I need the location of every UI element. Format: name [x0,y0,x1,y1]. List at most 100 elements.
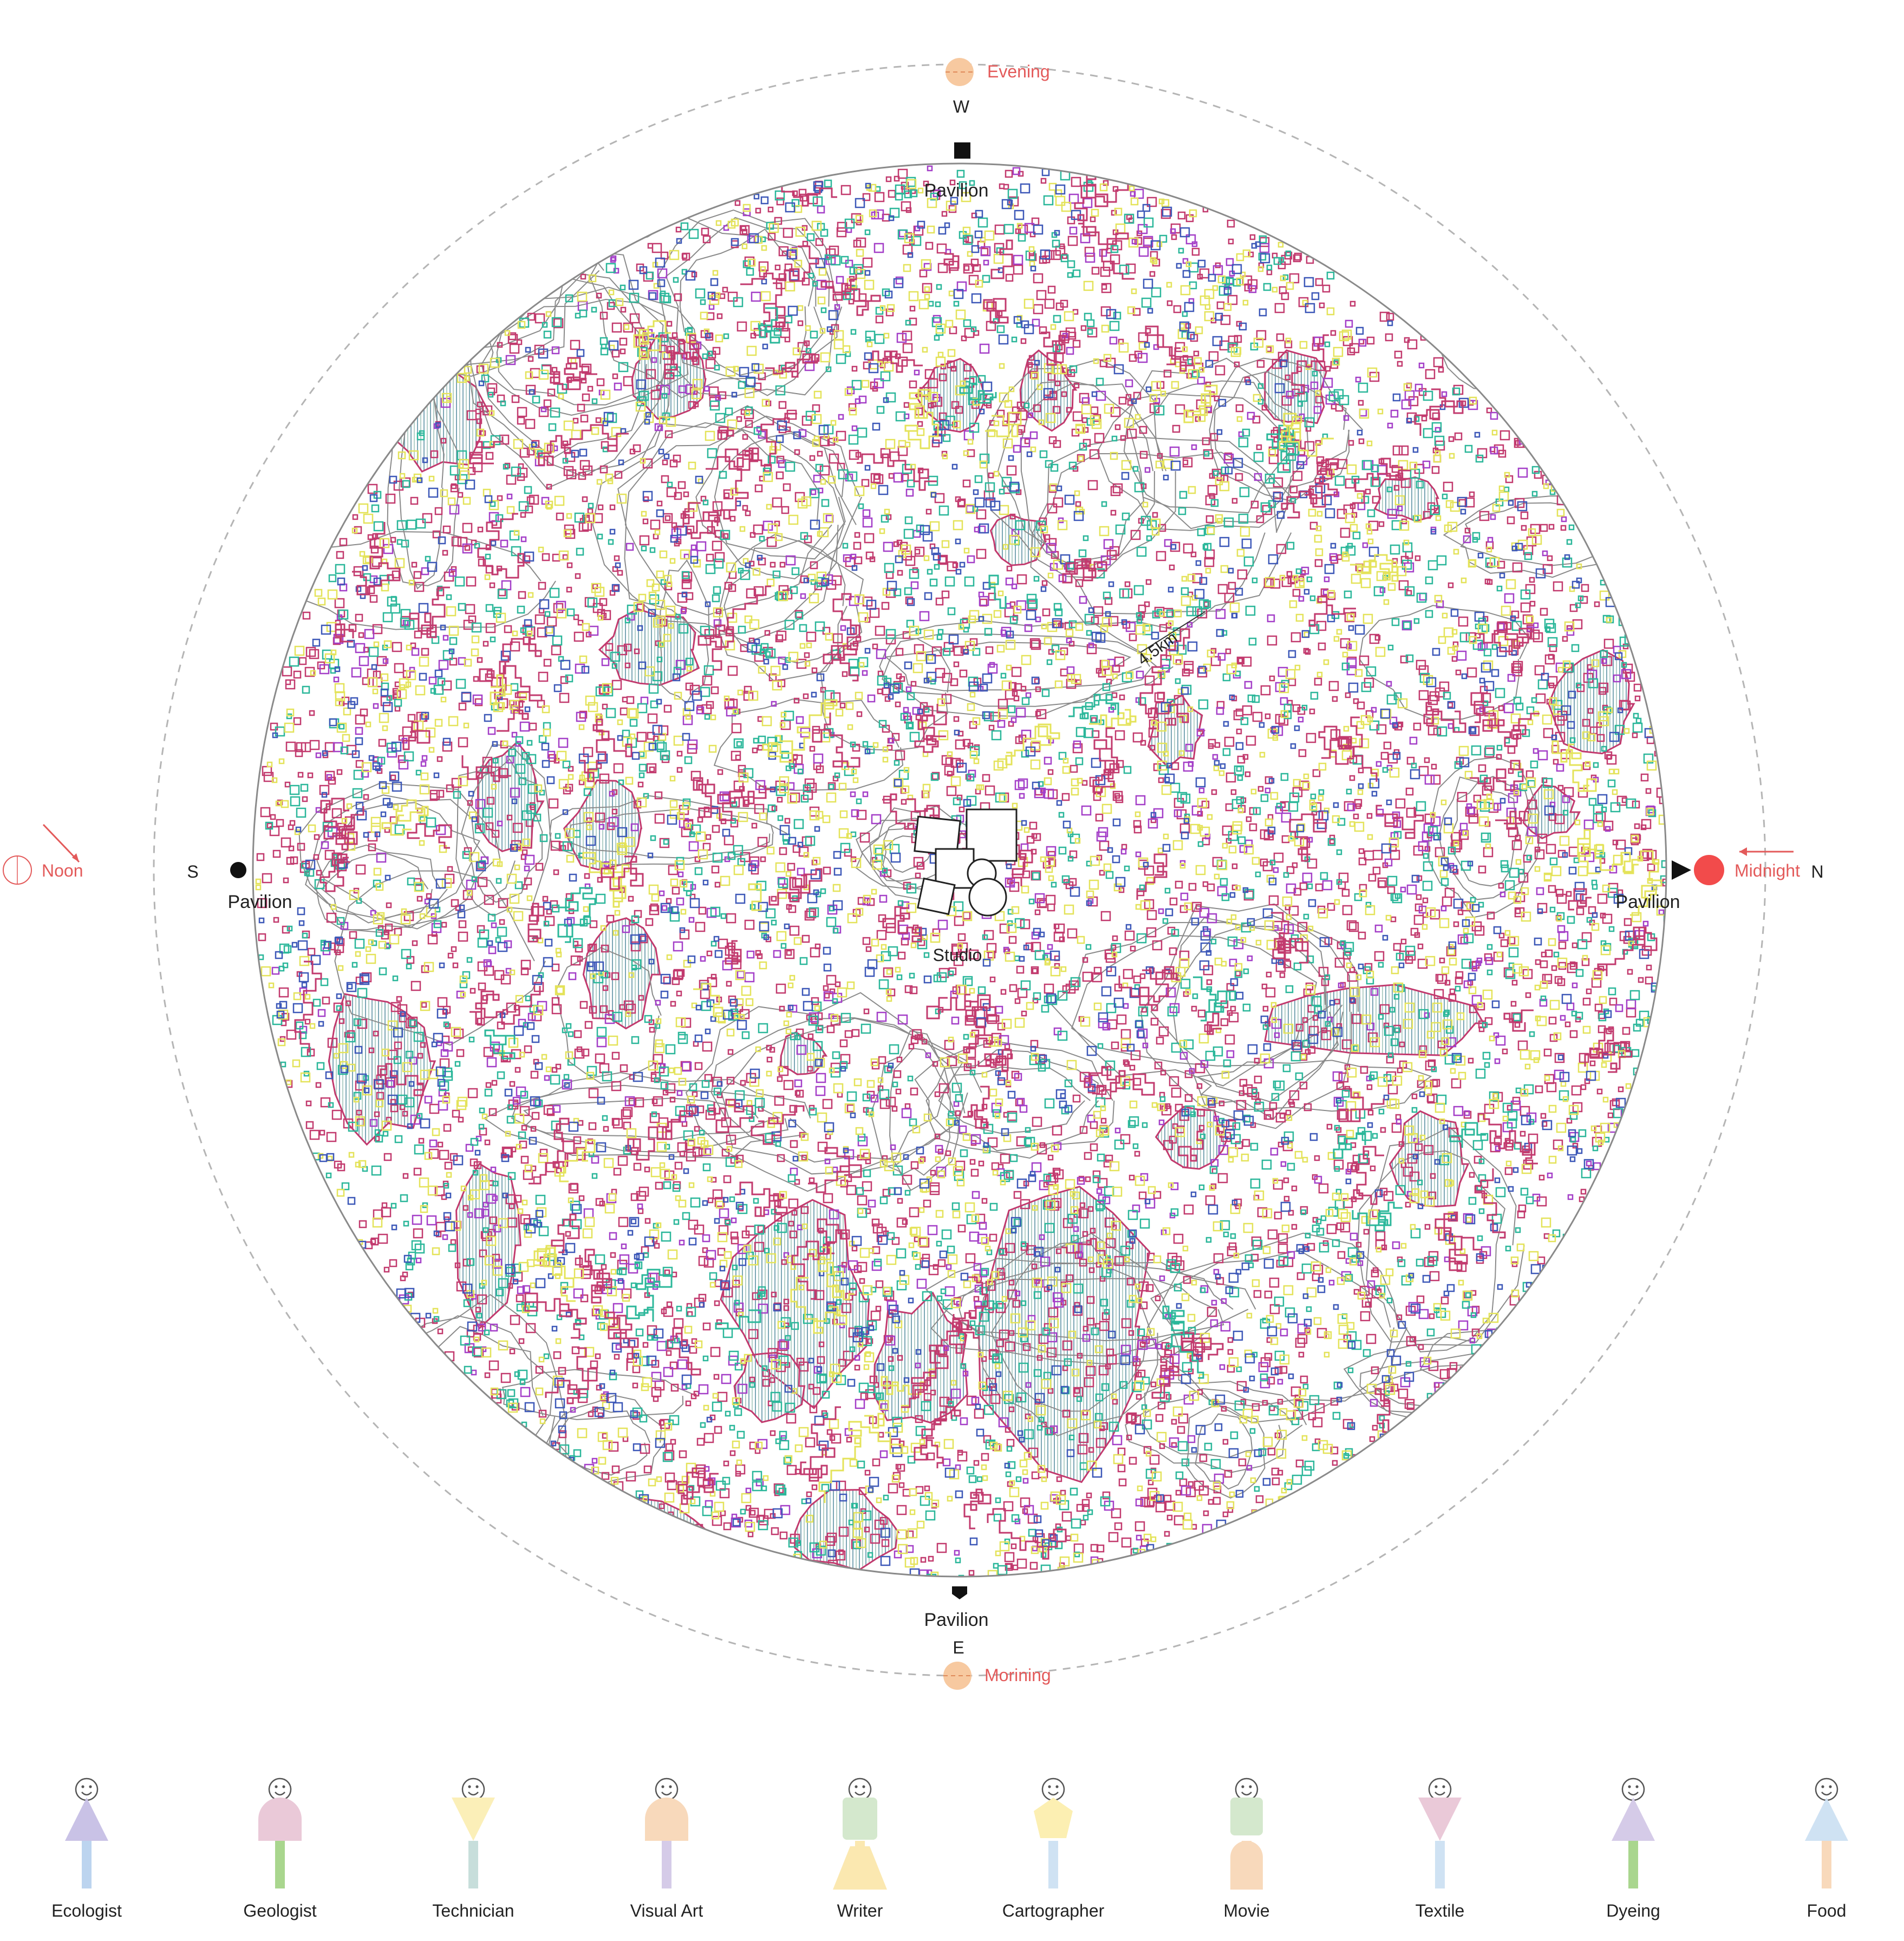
landcover-edge [693,777,749,821]
contour-line [501,1369,697,1420]
figure-triangle-down-shape [452,1798,495,1841]
landcover-edge [985,411,1022,437]
map-boundary [252,162,1667,1578]
sun-icon-midnight [1694,855,1724,885]
landcover-edge [718,426,734,439]
legend-item-writer: Writer [833,1777,887,1920]
landcover-edge [674,502,701,532]
pavilion-top[interactable]: Pavilion [924,142,989,201]
landcover-edge [759,307,780,344]
landcover-edge [1061,1238,1106,1256]
landcover-edge [484,1029,516,1060]
figure-pentagon-shape [1034,1798,1073,1838]
landcover-edge [1338,1088,1385,1122]
water-body [1564,364,1666,501]
pavilion-bottom[interactable]: Pavilion [924,1586,989,1630]
contour-line [334,870,546,1046]
sun-noon: Noon [3,824,83,885]
contour-line [665,217,838,396]
landcover-edge [690,456,749,539]
contour-line [1150,914,1351,1120]
contour-line [469,244,671,489]
landcover-edge [1352,458,1411,504]
landcover-edge [800,1406,841,1482]
landcover-edge [1139,628,1190,723]
landcover-edge [1291,334,1329,395]
landcover-edge [1470,692,1540,747]
pavilion-right[interactable]: Pavilion [1615,860,1691,912]
legend-item-ecologist: Ecologist [51,1777,122,1920]
landcover-edge [988,574,1007,609]
contour-line [986,358,1176,579]
pavilion-right-label: Pavilion [1615,892,1680,912]
landcover-edge [751,1105,805,1145]
contour-line [298,782,516,933]
landcover-edge [627,1110,693,1161]
landcover-edge [803,1218,848,1260]
contour-line [718,534,864,682]
landcover-edge [524,1292,587,1339]
landcover-edge [1503,1009,1534,1032]
landcover-edge [1266,424,1300,473]
landcover-edge [1084,1067,1155,1096]
legend-item-visual-art: Visual Art [630,1777,703,1920]
water-body [286,333,361,493]
landcover-edge [663,334,700,380]
legend-item-cartographer: Cartographer [1002,1777,1105,1920]
landcover-edge [533,1245,576,1302]
landcover-edge [857,453,937,491]
landcover-cells [258,169,1666,1577]
landcover-edge [1005,723,1060,766]
landcover-edge [490,674,506,705]
smiley-icon [655,1777,679,1801]
legend-item-textile: Textile [1416,1777,1464,1920]
water-body [598,608,700,686]
contour-line [881,633,1157,707]
landcover-edge [823,593,860,664]
legend-item-technician: Technician [432,1777,514,1920]
figure-stem [662,1841,671,1888]
sun-path-ring [153,63,1766,1677]
landcover-edge [1289,811,1327,862]
terrain-map [253,164,1666,1577]
studio-building-cluster[interactable] [914,808,1018,917]
figure-triangle-up-shape [1805,1798,1848,1841]
contour-line [884,642,1142,691]
contour-line [713,698,904,791]
contour-line [659,559,710,704]
landcover-edge [1193,976,1236,1022]
landcover-edge [1423,702,1466,733]
landcover-edge [881,1376,926,1395]
landcover-edge [1068,694,1119,720]
landcover-edge [977,1049,1012,1071]
landcover-edge [943,253,960,273]
landcover-edge [1178,1130,1204,1168]
pavilion-left[interactable]: Pavilion [227,862,292,912]
landcover-edge [717,788,774,805]
studio-block-c [935,848,975,889]
figure-stem [1048,1841,1058,1888]
landcover-edge [1081,226,1134,280]
landcover-edge [820,274,881,316]
landcover-edge [1495,811,1522,830]
contour-line [485,286,698,416]
legend-label: Movie [1223,1901,1269,1920]
legend-label: Geologist [243,1901,316,1920]
figure-dome-shape [258,1798,302,1841]
legend-label: Writer [837,1901,883,1920]
landcover-edge [868,350,923,373]
pavilion-bottom-label: Pavilion [924,1610,988,1630]
legend-label: Technician [432,1901,514,1920]
legend-label: Visual Art [630,1901,703,1920]
landcover-edge [1449,1122,1486,1148]
smiley-icon [1621,1777,1645,1801]
water-body [733,1351,806,1423]
landcover-edge [1162,1305,1204,1379]
landcover-edge [1309,458,1339,508]
figure-stem [1435,1841,1445,1888]
landcover-edge [1622,850,1662,916]
landcover-edge [1062,559,1107,584]
contour-line [1125,1381,1307,1473]
contour-line [511,1084,789,1153]
contour-line [1185,1404,1266,1499]
